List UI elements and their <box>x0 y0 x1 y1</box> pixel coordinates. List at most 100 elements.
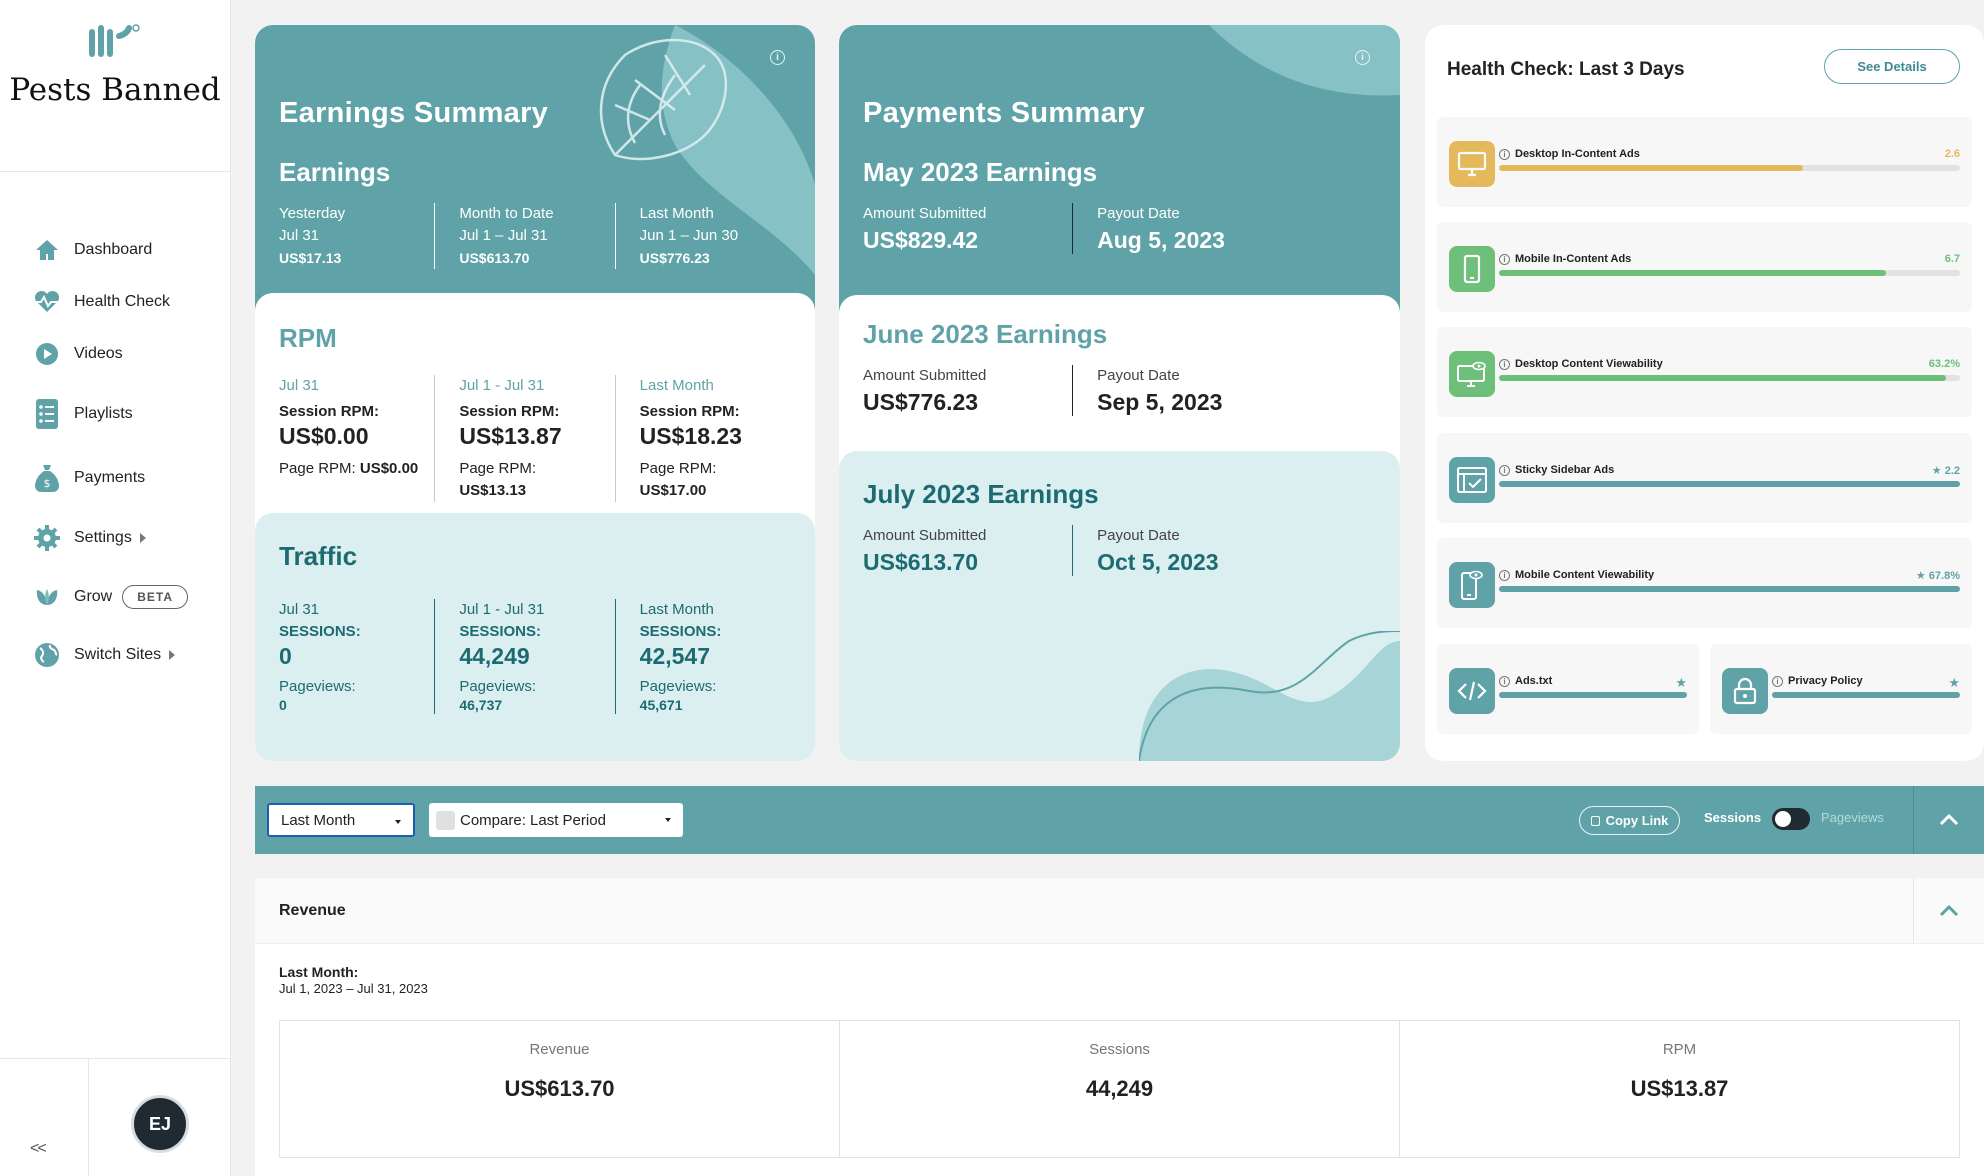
july-payment-panel: July 2023 Earnings Amount Submitted US$6… <box>839 451 1400 761</box>
health-item-desktop-in-content-ads[interactable]: i Desktop In-Content Ads 2.6 <box>1437 117 1972 207</box>
period-select[interactable]: Last Month <box>267 803 415 837</box>
amount-col: Amount Submitted US$776.23 <box>863 365 1072 416</box>
health-item-mobile-content-viewability[interactable]: i Mobile Content Viewability ★ 67.8% <box>1437 538 1972 628</box>
leaf-decoration-icon <box>599 25 815 275</box>
home-icon <box>32 235 62 265</box>
nav-item-settings[interactable]: Settings <box>0 508 230 568</box>
health-item-sticky-sidebar-ads[interactable]: i Sticky Sidebar Ads ★ 2.2 <box>1437 433 1972 523</box>
amount-value: US$776.23 <box>863 389 979 415</box>
page-rpm-value: US$13.13 <box>459 482 527 499</box>
compare-checkbox[interactable] <box>436 810 455 830</box>
sessions-value: 44,249 <box>459 643 530 669</box>
sessions-pageviews-toggle[interactable] <box>1772 808 1810 830</box>
health-item-name: i Desktop In-Content Ads <box>1499 148 1640 160</box>
rpm-col: Last Month Session RPM: US$18.23 Page RP… <box>614 375 795 502</box>
col-range: Last Month <box>639 601 714 618</box>
wave-decoration-icon <box>1139 631 1400 761</box>
health-item-desktop-content-viewability[interactable]: i Desktop Content Viewability 63.2% <box>1437 327 1972 417</box>
session-rpm-label: Session RPM: <box>279 403 380 420</box>
health-item-track <box>1499 375 1960 381</box>
stat-label: RPM <box>1662 1041 1697 1058</box>
session-rpm-label: Session RPM: <box>639 403 740 420</box>
nav-item-videos[interactable]: Videos <box>0 328 230 380</box>
rpm-col: Jul 31 Session RPM: US$0.00 Page RPM: US… <box>279 375 434 502</box>
health-item-privacy-policy[interactable]: i Privacy Policy ★ <box>1710 644 1972 734</box>
nav-item-grow[interactable]: Grow BETA <box>0 568 230 626</box>
col-value: US$17.13 <box>279 250 342 266</box>
pageviews-label: Pageviews: <box>639 678 717 695</box>
amount-col: Amount Submitted US$613.70 <box>863 525 1072 576</box>
col-range: Jun 1 – Jun 30 <box>639 227 739 244</box>
page-rpm-label: Page RPM: <box>639 460 717 477</box>
health-item-name: i Ads.txt <box>1499 675 1552 687</box>
health-item-name: i Privacy Policy <box>1772 675 1863 687</box>
collapse-filters-button[interactable] <box>1913 786 1984 854</box>
health-item-label: Desktop Content Viewability <box>1515 358 1663 370</box>
nav-item-payments[interactable]: $ Payments <box>0 448 230 508</box>
earnings-summary-title: Earnings Summary <box>279 97 549 129</box>
sidebar: Pests Banned Dashboard Health Check Vide… <box>0 0 231 1176</box>
gear-icon <box>32 523 62 553</box>
nav-label: Videos <box>74 345 123 362</box>
col-range: Jul 1 - Jul 31 <box>459 377 545 394</box>
health-item-fill <box>1499 375 1947 381</box>
traffic-columns: Jul 31 SESSIONS: 0 Pageviews: 0 Jul 1 - … <box>279 599 795 714</box>
stat-revenue: Revenue US$613.70 <box>280 1021 839 1157</box>
earnings-col-last-month: Last Month Jun 1 – Jun 30 US$776.23 <box>614 203 795 269</box>
info-icon[interactable]: i <box>1355 50 1370 65</box>
nav-item-switch-sites[interactable]: Switch Sites <box>0 626 230 684</box>
code-icon <box>1449 668 1495 714</box>
pageviews-label: Pageviews: <box>459 678 537 695</box>
health-item-value: ★ 2.2 <box>1932 464 1960 477</box>
col-range: Jul 31 <box>279 601 320 618</box>
health-item-track <box>1499 481 1960 487</box>
copy-icon <box>1590 815 1600 826</box>
date-label: Payout Date <box>1097 367 1180 384</box>
star-icon: ★ <box>1948 675 1960 690</box>
date-label: Payout Date <box>1097 205 1180 222</box>
lock-icon <box>1722 668 1768 714</box>
info-icon[interactable]: i <box>1499 358 1510 370</box>
earnings-col-mtd: Month to Date Jul 1 – Jul 31 US$613.70 <box>434 203 614 269</box>
health-item-name: i Sticky Sidebar Ads <box>1499 464 1614 476</box>
health-item-label: Sticky Sidebar Ads <box>1515 464 1615 476</box>
sessions-label: SESSIONS: <box>639 623 722 640</box>
health-item-mobile-in-content-ads[interactable]: i Mobile In-Content Ads 6.7 <box>1437 222 1972 312</box>
revenue-title: Revenue <box>279 902 346 919</box>
info-icon[interactable]: i <box>1499 148 1510 160</box>
globe-icon <box>32 640 62 670</box>
collapse-revenue-button[interactable] <box>1913 878 1984 944</box>
info-icon[interactable]: i <box>1499 675 1510 687</box>
nav-item-health-check[interactable]: Health Check <box>0 276 230 328</box>
session-rpm-value: US$13.87 <box>459 423 562 449</box>
earnings-columns: Yesterday Jul 31 US$17.13 Month to Date … <box>279 203 795 269</box>
stat-value: US$13.87 <box>1630 1076 1729 1101</box>
avatar[interactable]: EJ <box>131 1095 189 1153</box>
info-icon[interactable]: i <box>770 50 785 65</box>
payment-block-1: Amount Submitted US$776.23 Payout Date S… <box>863 365 1280 416</box>
info-icon[interactable]: i <box>1499 569 1510 581</box>
svg-text:$: $ <box>44 477 51 490</box>
info-icon[interactable]: i <box>1772 675 1783 687</box>
health-item-ads-txt[interactable]: i Ads.txt ★ <box>1437 644 1699 734</box>
info-icon[interactable]: i <box>1499 464 1510 476</box>
session-rpm-label: Session RPM: <box>459 403 560 420</box>
amount-label: Amount Submitted <box>863 205 987 222</box>
payments-summary-title: Payments Summary <box>863 97 1146 129</box>
health-item-label: Ads.txt <box>1515 675 1553 687</box>
chevron-up-icon <box>1939 905 1959 917</box>
brand-logo-icon <box>89 24 140 57</box>
amount-label: Amount Submitted <box>863 367 987 384</box>
health-item-score: 67.8% <box>1928 570 1960 582</box>
sessions-value: 0 <box>279 643 292 669</box>
collapse-sidebar-button[interactable]: << <box>30 1140 47 1157</box>
copy-link-button[interactable]: Copy Link <box>1579 806 1680 835</box>
info-icon[interactable]: i <box>1499 253 1510 265</box>
mobile-icon <box>1449 246 1495 292</box>
nav-item-dashboard[interactable]: Dashboard <box>0 224 230 276</box>
compare-select[interactable]: Compare: Last Period <box>429 803 683 837</box>
see-details-button[interactable]: See Details <box>1824 49 1960 84</box>
rpm-title: RPM <box>279 323 337 353</box>
nav-item-playlists[interactable]: Playlists <box>0 380 230 448</box>
